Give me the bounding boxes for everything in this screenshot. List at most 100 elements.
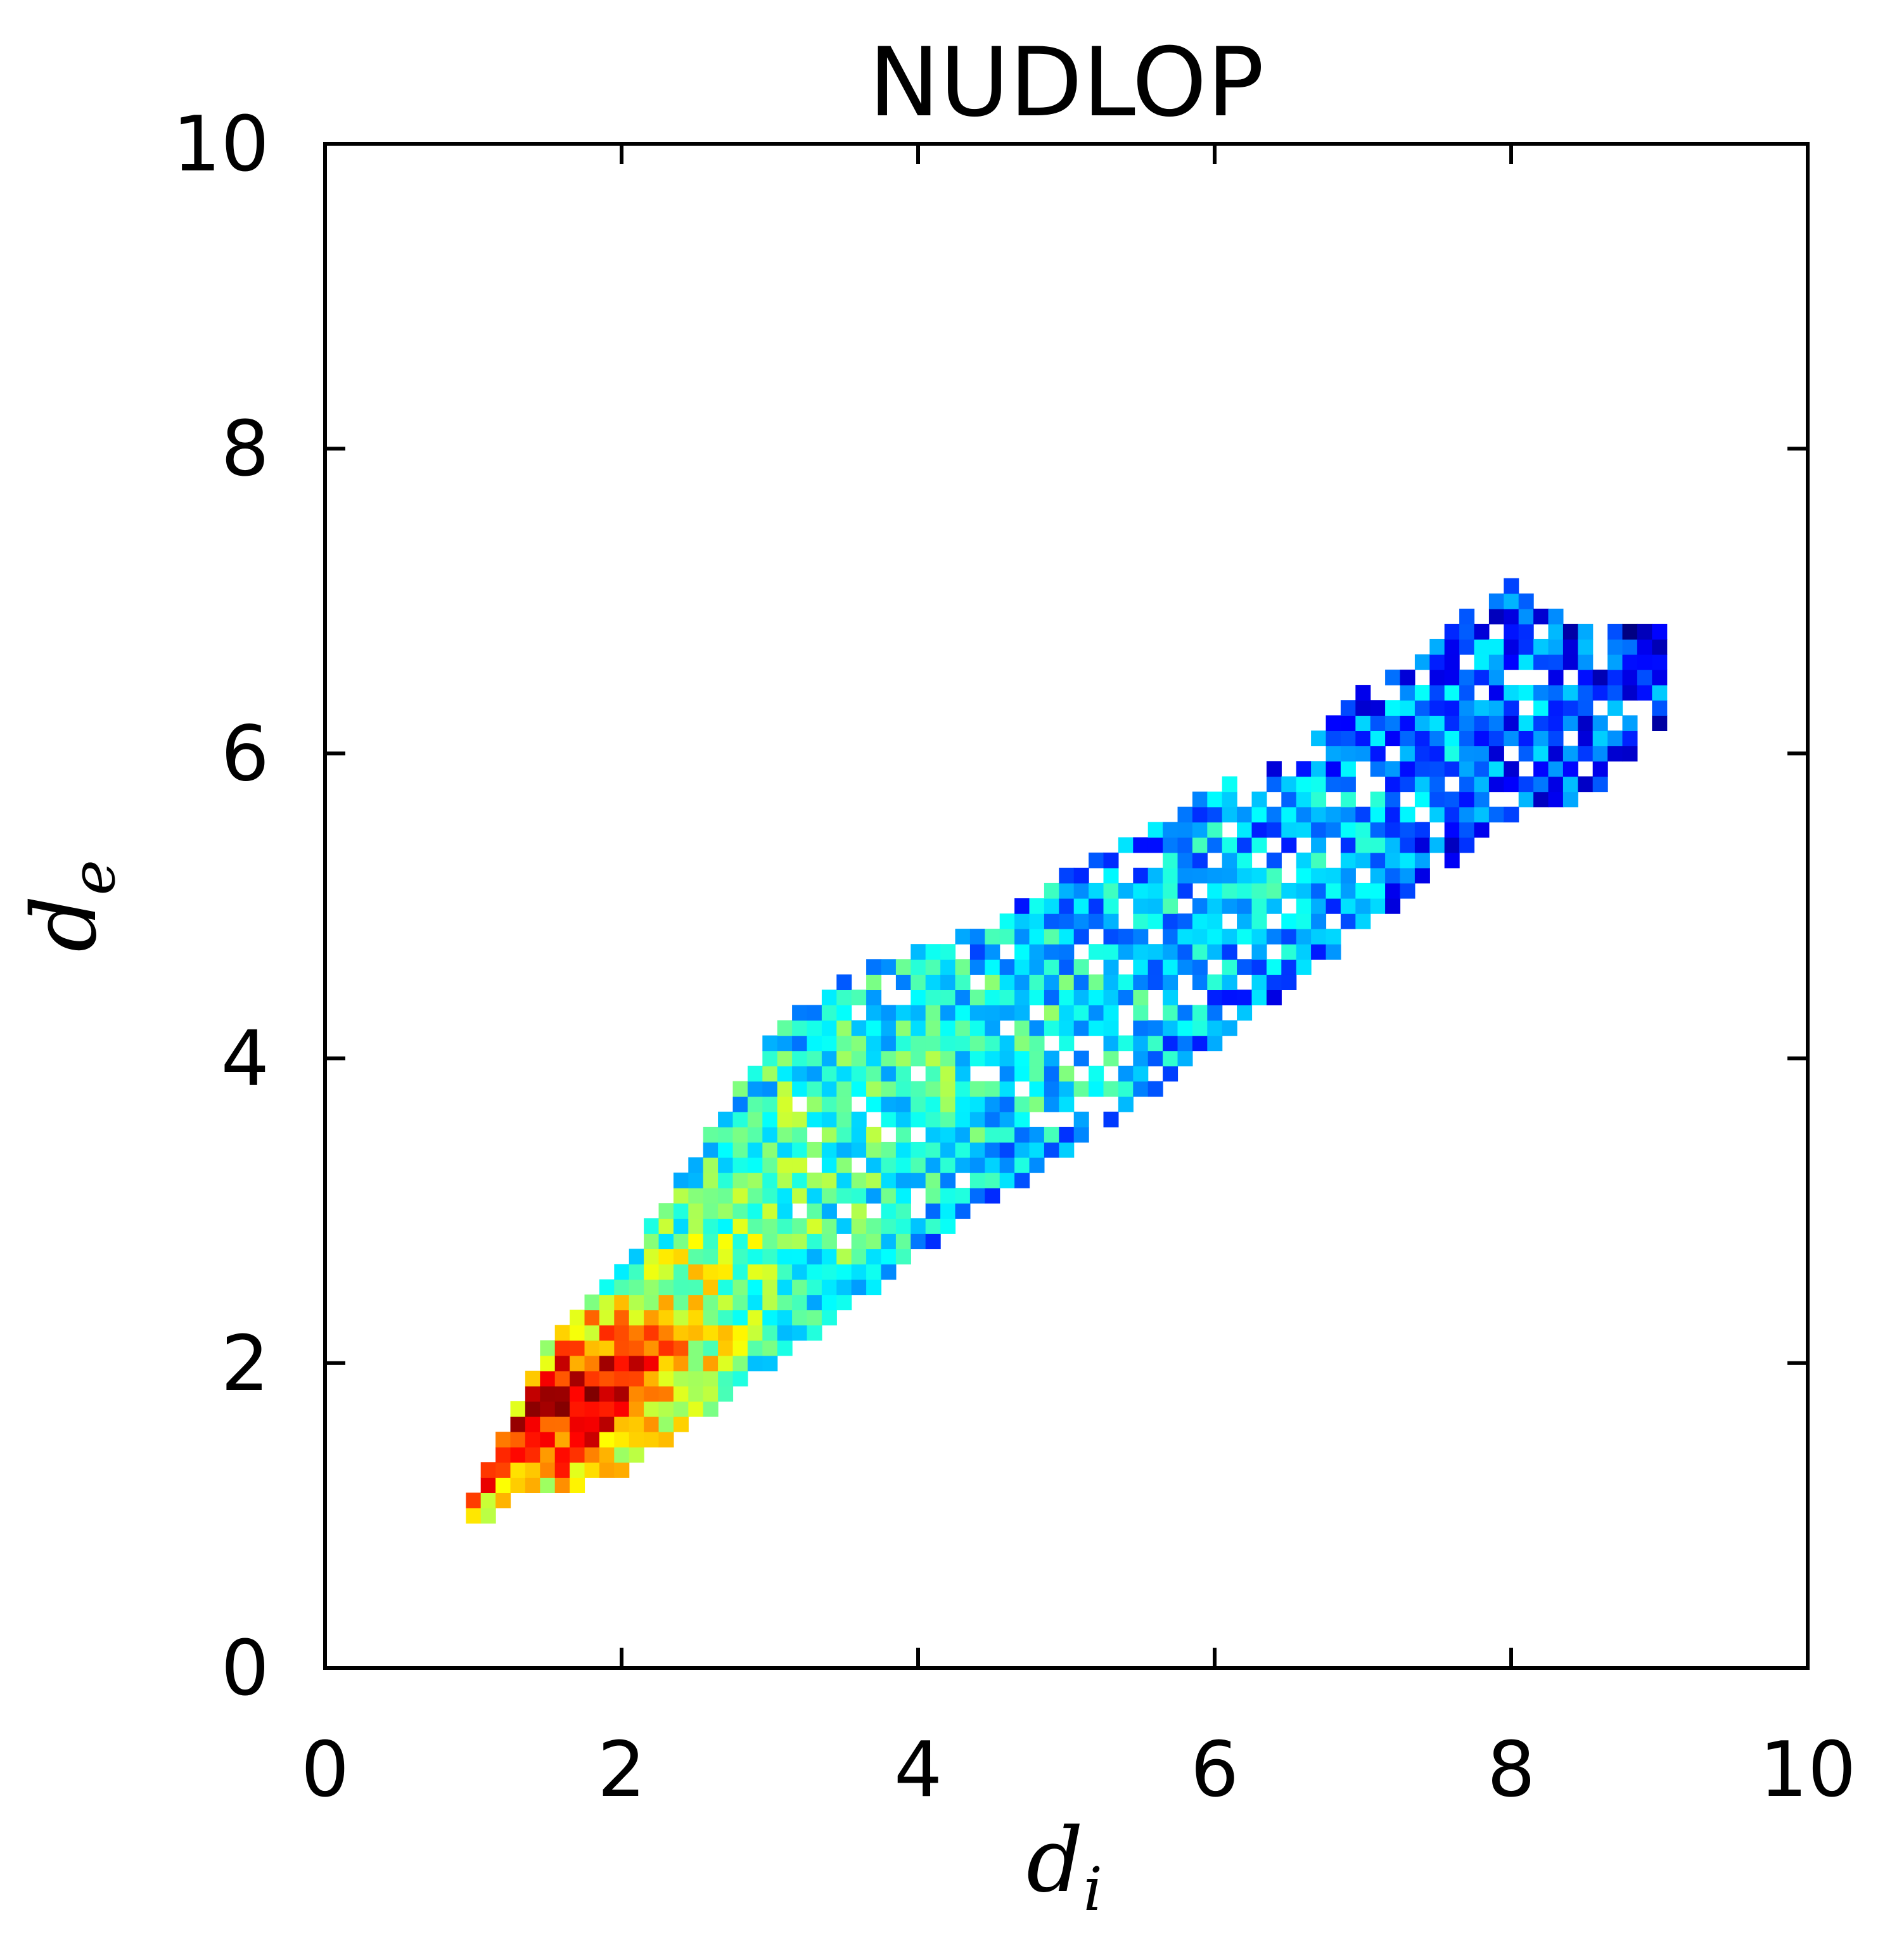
heatmap-cell [644, 1294, 660, 1311]
heatmap-cell [703, 1294, 719, 1311]
heatmap-cell [1414, 776, 1430, 792]
heatmap-cell [673, 1340, 689, 1356]
heatmap-cell [1652, 670, 1668, 685]
heatmap-cell [807, 1173, 822, 1188]
heatmap-cell [1251, 990, 1267, 1005]
heatmap-cell [777, 1066, 793, 1082]
heatmap-cell [1533, 761, 1549, 777]
heatmap-cell [807, 1081, 822, 1097]
heatmap-cell [584, 1294, 600, 1311]
heatmap-cell [911, 1020, 926, 1036]
heatmap-cell [1118, 882, 1134, 899]
heatmap-cell [821, 1309, 837, 1326]
heatmap-cell [881, 1203, 897, 1219]
heatmap-cell [1251, 791, 1267, 808]
heatmap-cell [1562, 623, 1578, 640]
heatmap-cell [821, 1005, 837, 1021]
heatmap-cell [688, 1340, 704, 1356]
heatmap-cell [495, 1477, 511, 1493]
heatmap-cell [881, 1020, 897, 1036]
heatmap-cell [1622, 670, 1638, 685]
heatmap-cell [1029, 929, 1045, 945]
heatmap-cell [895, 1096, 911, 1112]
heatmap-cell [1429, 670, 1445, 685]
heatmap-cell [807, 1142, 822, 1158]
heatmap-cell [985, 944, 1000, 960]
y-axis-label: de [13, 860, 129, 952]
heatmap-cell [911, 1157, 926, 1173]
heatmap-cell [866, 1188, 882, 1204]
heatmap-cell [1266, 929, 1282, 945]
heatmap-cell [673, 1264, 689, 1280]
heatmap-cell [1177, 867, 1193, 884]
heatmap-cell [1592, 685, 1608, 701]
heatmap-cell [1207, 944, 1223, 960]
heatmap-cell [747, 1188, 763, 1204]
heatmap-cell [1059, 913, 1075, 929]
heatmap-cell [925, 1005, 941, 1021]
heatmap-cell [881, 1188, 897, 1204]
heatmap-cell [1444, 791, 1460, 808]
heatmap-cell [1578, 654, 1594, 670]
heatmap-cell [1177, 882, 1193, 899]
heatmap-cell [955, 959, 971, 975]
heatmap-cell [836, 1249, 852, 1264]
heatmap-cell [1504, 623, 1519, 640]
heatmap-cell [925, 1218, 941, 1234]
heatmap-cell [1089, 944, 1104, 960]
heatmap-cell [1548, 791, 1564, 808]
heatmap-cell [554, 1477, 570, 1493]
heatmap-cell [1118, 1081, 1134, 1097]
heatmap-cell [792, 1111, 808, 1128]
heatmap-cell [1414, 715, 1430, 731]
heatmap-cell [851, 1264, 867, 1280]
heatmap-cell [1089, 974, 1104, 990]
heatmap-cell [955, 1157, 971, 1173]
heatmap-cell [703, 1218, 719, 1234]
heatmap-cell [1504, 639, 1519, 655]
heatmap-cell [1192, 837, 1208, 853]
heatmap-cell [1518, 685, 1534, 701]
heatmap-cell [911, 1081, 926, 1097]
heatmap-cell [1414, 685, 1430, 701]
heatmap-cell [1133, 990, 1149, 1005]
heatmap-cell [1622, 639, 1638, 655]
heatmap-cell [1385, 730, 1401, 746]
heatmap-cell [821, 1157, 837, 1173]
heatmap-cell [777, 1081, 793, 1097]
heatmap-cell [554, 1370, 570, 1387]
heatmap-cell [1163, 837, 1179, 853]
heatmap-cell [1385, 715, 1401, 731]
heatmap-cell [807, 1203, 822, 1219]
heatmap-cell [629, 1264, 644, 1280]
heatmap-cell [718, 1233, 734, 1249]
heatmap-cell [1474, 715, 1490, 731]
heatmap-cell [1400, 700, 1415, 716]
heatmap-cell [777, 1111, 793, 1128]
heatmap-cell [1474, 761, 1490, 777]
heatmap-cell [1192, 806, 1208, 823]
heatmap-cell [1133, 882, 1149, 899]
heatmap-cell [1548, 776, 1564, 792]
heatmap-cell [1548, 746, 1564, 762]
heatmap-cell [732, 1325, 748, 1341]
heatmap-cell [1518, 730, 1534, 746]
heatmap-cell [762, 1325, 778, 1341]
heatmap-cell [1622, 730, 1638, 746]
heatmap-cell [807, 1035, 822, 1052]
heatmap-cell [1444, 852, 1460, 869]
heatmap-cell [955, 1126, 971, 1143]
heatmap-cell [895, 1203, 911, 1219]
heatmap-cell [703, 1188, 719, 1204]
heatmap-cell [703, 1401, 719, 1417]
heatmap-cell [1133, 974, 1149, 990]
axis-ticks [323, 142, 1810, 1670]
heatmap-cell [1504, 776, 1519, 792]
heatmap-cell [985, 929, 1000, 945]
heatmap-cell [1533, 776, 1549, 792]
heatmap-cell [1400, 730, 1415, 746]
heatmap-cell [1518, 608, 1534, 625]
heatmap-cell [1326, 806, 1341, 823]
heatmap-cell [1474, 791, 1490, 808]
heatmap-cell [1622, 654, 1638, 670]
